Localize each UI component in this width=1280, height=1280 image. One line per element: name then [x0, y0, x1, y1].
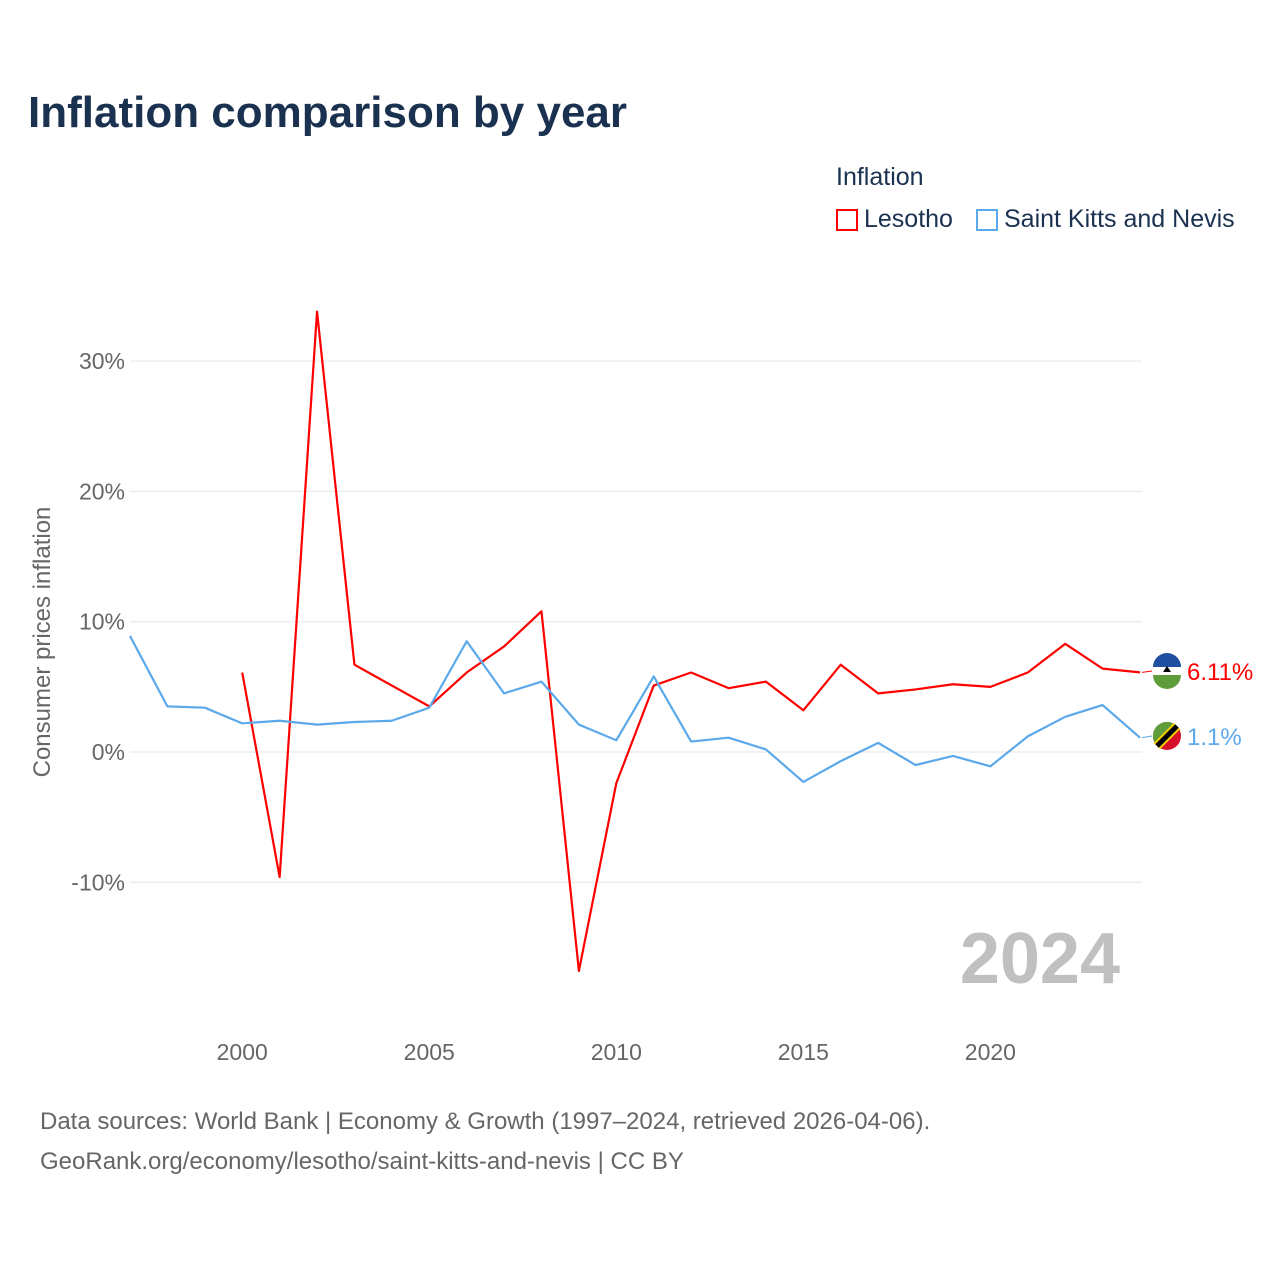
series-line-lesotho[interactable] — [241, 310, 1141, 973]
data-point[interactable] — [577, 723, 581, 727]
data-point[interactable] — [1138, 736, 1142, 740]
data-point[interactable] — [1026, 671, 1030, 675]
data-point[interactable] — [1063, 715, 1067, 719]
data-point[interactable] — [427, 706, 431, 710]
end-label-connector — [1141, 735, 1153, 739]
data-point[interactable] — [1063, 642, 1067, 646]
data-point[interactable] — [165, 704, 169, 708]
x-tick-label: 2015 — [778, 1039, 829, 1065]
legend-title: Inflation — [836, 163, 924, 191]
data-point[interactable] — [764, 747, 768, 751]
data-point[interactable] — [539, 609, 543, 613]
data-point[interactable] — [352, 663, 356, 667]
data-point[interactable] — [352, 720, 356, 724]
data-point[interactable] — [390, 684, 394, 688]
x-tick-label: 2010 — [591, 1039, 642, 1065]
series-line-saint-kitts-and-nevis[interactable] — [129, 635, 1141, 784]
data-point[interactable] — [614, 781, 618, 785]
legend-item-saint-kitts[interactable]: Saint Kitts and Nevis — [976, 205, 1235, 234]
data-point[interactable] — [278, 875, 282, 879]
data-point[interactable] — [988, 764, 992, 768]
data-point[interactable] — [727, 736, 731, 740]
y-tick-label: 30% — [79, 348, 125, 374]
legend-item-lesotho[interactable]: Lesotho — [836, 205, 953, 234]
data-point[interactable] — [539, 680, 543, 684]
data-point[interactable] — [315, 723, 319, 727]
data-point[interactable] — [727, 686, 731, 690]
data-point[interactable] — [1138, 670, 1142, 674]
y-tick-label: 10% — [79, 609, 125, 635]
data-point[interactable] — [652, 674, 656, 678]
data-point[interactable] — [1026, 734, 1030, 738]
data-point[interactable] — [876, 691, 880, 695]
legend-label: Saint Kitts and Nevis — [1004, 205, 1235, 233]
data-point[interactable] — [914, 687, 918, 691]
data-point[interactable] — [876, 741, 880, 745]
data-point[interactable] — [315, 310, 319, 314]
legend-swatch — [836, 208, 858, 231]
data-point[interactable] — [839, 663, 843, 667]
data-point[interactable] — [801, 708, 805, 712]
data-point[interactable] — [951, 682, 955, 686]
data-point[interactable] — [914, 763, 918, 767]
data-point[interactable] — [951, 754, 955, 758]
y-tick-label: 20% — [79, 478, 125, 504]
data-point[interactable] — [465, 671, 469, 675]
data-point[interactable] — [240, 721, 244, 725]
data-point[interactable] — [988, 685, 992, 689]
saint-kitts-flag-icon — [1152, 721, 1181, 750]
data-point[interactable] — [465, 639, 469, 643]
data-point[interactable] — [1101, 667, 1105, 671]
end-value-label: 1.1% — [1187, 724, 1242, 751]
y-axis-label: Consumer prices inflation — [29, 507, 56, 778]
data-point[interactable] — [839, 759, 843, 763]
data-point[interactable] — [502, 691, 506, 695]
data-point[interactable] — [577, 969, 581, 973]
data-point[interactable] — [278, 719, 282, 723]
x-tick-label: 2020 — [965, 1039, 1016, 1065]
source-line-2[interactable]: GeoRank.org/economy/lesotho/saint-kitts-… — [40, 1148, 684, 1175]
data-point[interactable] — [240, 671, 244, 675]
end-value-label: 6.11% — [1187, 659, 1253, 686]
x-tick-label: 2000 — [217, 1039, 268, 1065]
end-label-connector — [1141, 670, 1153, 673]
data-point[interactable] — [689, 740, 693, 744]
y-tick-label: -10% — [71, 869, 125, 895]
data-point[interactable] — [801, 780, 805, 784]
lesotho-flag-icon — [1153, 653, 1181, 689]
y-tick-label: 0% — [92, 739, 125, 765]
year-watermark: 2024 — [960, 919, 1120, 999]
data-point[interactable] — [203, 706, 207, 710]
data-point[interactable] — [764, 680, 768, 684]
chart-title: Inflation comparison by year — [28, 88, 628, 137]
legend-swatch — [976, 208, 998, 231]
source-line-1: Data sources: World Bank | Economy & Gro… — [40, 1108, 931, 1135]
data-point[interactable] — [390, 719, 394, 723]
legend-label: Lesotho — [864, 205, 953, 233]
data-point[interactable] — [614, 738, 618, 742]
data-point[interactable] — [1101, 703, 1105, 707]
data-point[interactable] — [502, 644, 506, 648]
x-tick-label: 2005 — [404, 1039, 455, 1065]
data-point[interactable] — [689, 671, 693, 675]
data-point[interactable] — [128, 634, 132, 638]
data-point[interactable] — [652, 684, 656, 688]
